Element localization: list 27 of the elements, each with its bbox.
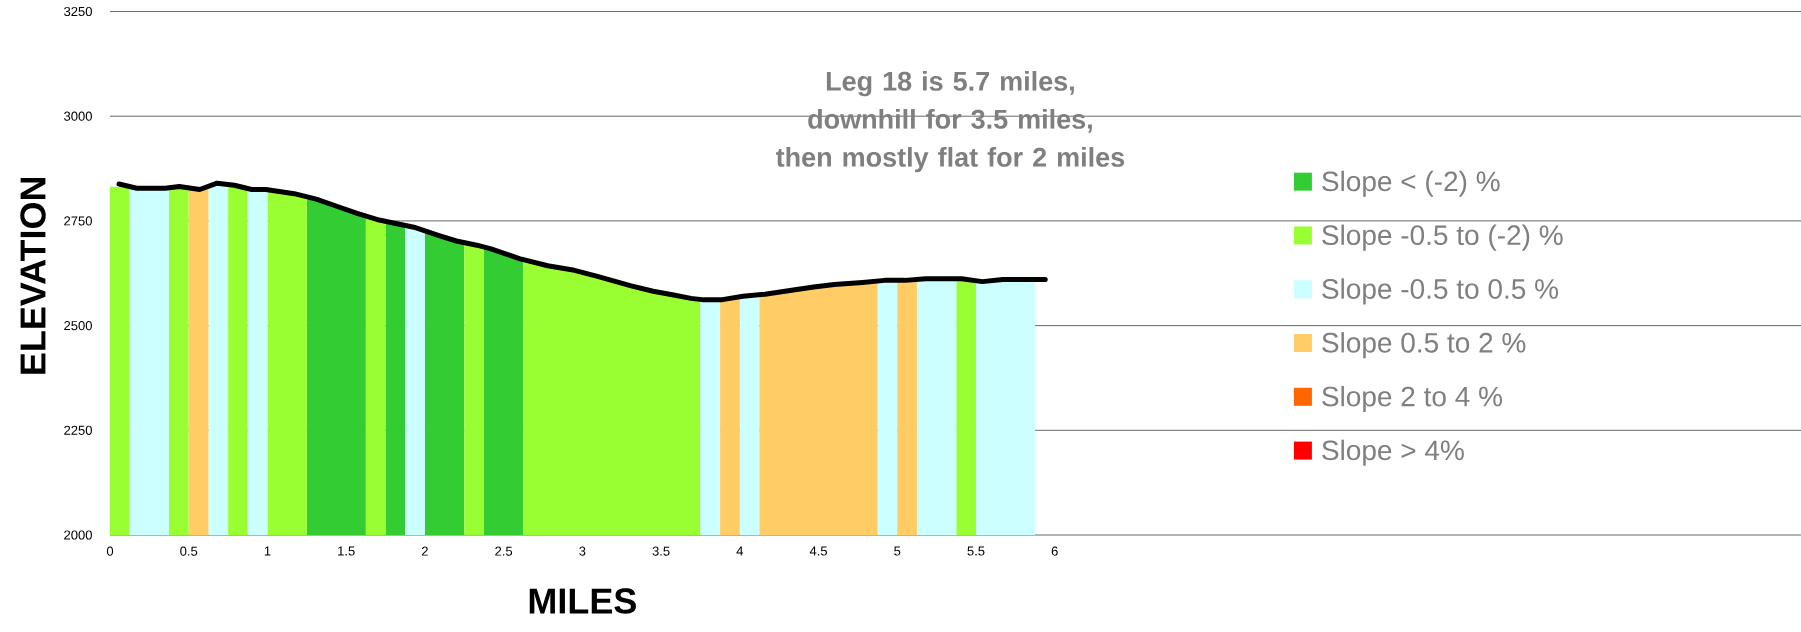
y-tick-label: 2750 [64,216,92,226]
y-tick-label: 3000 [64,111,92,121]
x-tick-label: 2.5 [495,546,513,556]
x-tick-label: 3 [579,546,586,556]
x-tick-label: 0.5 [180,546,198,556]
y-tick-label: 3250 [64,6,92,17]
legend-label: Slope < (-2) % [1322,170,1500,197]
y-axis-title: ELEVATION [20,177,46,374]
x-tick-label: 6 [1051,546,1058,556]
legend-label: Slope -0.5 to 0.5 % [1322,278,1559,305]
legend-label: Slope -0.5 to (-2) % [1322,224,1563,251]
legend-label: Slope > 4% [1322,439,1464,466]
legend-label: Slope 2 to 4 % [1322,385,1502,412]
legend-label: Slope 0.5 to 2 % [1322,332,1526,359]
x-tick-label: 3.5 [652,546,670,556]
x-tick-label: 4 [736,546,744,556]
y-tick-label: 2000 [64,530,92,540]
x-tick-label: 5.5 [967,546,985,556]
x-axis-title: MILES [529,588,636,614]
x-tick-label: 1.5 [338,546,355,556]
x-tick-label: 1 [264,546,271,556]
y-tick-label: 2250 [64,425,92,435]
x-tick-label: 2 [421,546,428,556]
x-tick-label: 0 [106,546,114,556]
x-tick-label: 4.5 [809,546,828,556]
x-tick-label: 5 [894,546,901,556]
y-tick-label: 2500 [64,320,92,331]
